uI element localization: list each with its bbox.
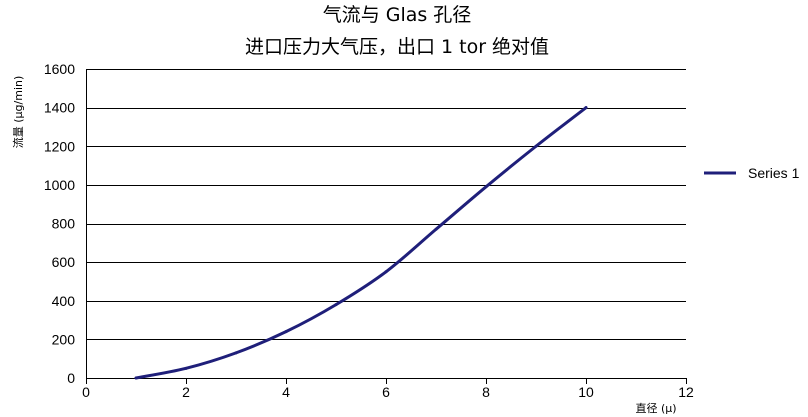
- y-tick-label: 0: [67, 370, 75, 386]
- x-tick-label: 10: [578, 384, 594, 400]
- y-tick-label: 1000: [44, 177, 75, 193]
- data-point: [285, 330, 288, 333]
- x-axis-label: 直径 (µ): [635, 401, 676, 415]
- chart-subtitle: 进口压力大气压，出口 1 tor 绝对值: [245, 36, 549, 58]
- y-tick-label: 1600: [44, 61, 75, 77]
- y-tick-label: 200: [52, 331, 76, 347]
- legend: Series 1: [704, 165, 800, 181]
- legend-label-series-1: Series 1: [748, 165, 800, 181]
- tick-labels: 0 200 400 600 800 1000 1200 1400 1600 0 2 4 6 8 10 12: [44, 61, 694, 400]
- data-point: [435, 228, 438, 231]
- x-tick-label: 8: [482, 384, 490, 400]
- data-point: [385, 270, 388, 273]
- y-axis-label: 流量 (µg/min): [11, 76, 25, 149]
- y-tick-label: 1200: [44, 138, 75, 154]
- x-tick-label: 0: [82, 384, 90, 400]
- x-tick-label: 2: [182, 384, 190, 400]
- chart-title: 气流与 Glas 孔径: [323, 4, 472, 26]
- axes: [86, 69, 687, 384]
- data-point: [585, 106, 588, 109]
- y-tick-label: 1400: [44, 100, 75, 116]
- data-point: [235, 351, 238, 354]
- x-tick-label: 4: [282, 384, 290, 400]
- series-line-1: [136, 108, 586, 378]
- y-tick-label: 600: [52, 254, 76, 270]
- data-point: [135, 377, 138, 380]
- series-group: [135, 106, 588, 379]
- y-tick-label: 400: [52, 293, 76, 309]
- data-point: [535, 145, 538, 148]
- y-tick-label: 800: [52, 216, 76, 232]
- x-tick-label: 12: [678, 384, 694, 400]
- x-tick-label: 6: [382, 384, 390, 400]
- grid-lines: [86, 70, 686, 340]
- data-point: [185, 367, 188, 370]
- data-point: [485, 185, 488, 188]
- data-point: [335, 303, 338, 306]
